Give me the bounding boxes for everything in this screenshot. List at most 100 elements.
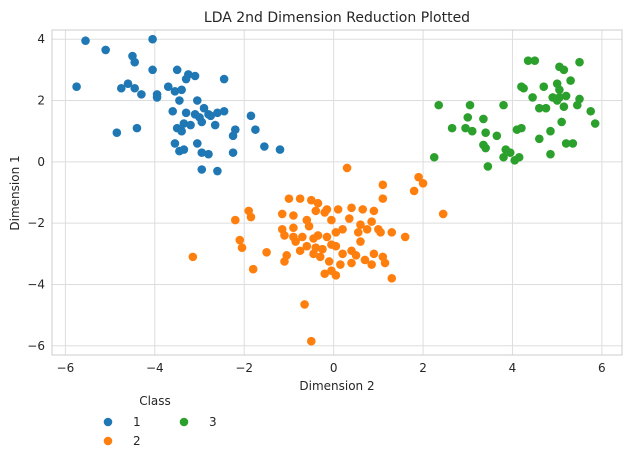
y-axis-title: Dimension 1 bbox=[8, 155, 22, 230]
data-point-class-2 bbox=[289, 211, 298, 220]
data-point-class-1 bbox=[204, 149, 213, 159]
data-point-class-2 bbox=[246, 212, 256, 222]
plot-frame bbox=[51, 29, 623, 356]
data-point-class-2 bbox=[304, 221, 314, 231]
data-point-class-2 bbox=[338, 224, 347, 234]
data-point-class-2 bbox=[277, 209, 287, 219]
data-point-class-3 bbox=[447, 123, 457, 133]
data-point-class-1 bbox=[116, 83, 126, 93]
data-point-class-2 bbox=[347, 203, 356, 213]
data-point-class-2 bbox=[367, 217, 376, 226]
data-point-class-2 bbox=[318, 244, 327, 254]
data-point-class-2 bbox=[418, 179, 428, 188]
data-point-class-1 bbox=[192, 139, 202, 148]
data-point-class-2 bbox=[358, 205, 368, 214]
data-point-class-2 bbox=[353, 228, 363, 237]
data-point-class-1 bbox=[213, 166, 222, 176]
data-point-class-1 bbox=[219, 74, 229, 84]
data-point-class-2 bbox=[289, 223, 298, 233]
data-point-class-3 bbox=[559, 102, 569, 111]
y-tick-label: 2 bbox=[37, 94, 45, 108]
data-point-class-2 bbox=[291, 237, 300, 246]
data-point-class-2 bbox=[331, 228, 341, 237]
data-point-class-1 bbox=[137, 90, 146, 99]
data-point-class-1 bbox=[228, 131, 238, 141]
data-point-class-1 bbox=[152, 93, 162, 102]
data-point-class-1 bbox=[179, 119, 189, 128]
data-point-class-1 bbox=[163, 82, 173, 92]
data-point-class-1 bbox=[177, 126, 186, 136]
data-point-class-1 bbox=[186, 120, 195, 130]
data-point-class-1 bbox=[197, 117, 207, 127]
x-tick-labels: −6 −4 −2 0 2 4 6 bbox=[57, 361, 606, 375]
data-point-class-3 bbox=[528, 93, 537, 102]
data-point-class-1 bbox=[130, 57, 140, 67]
data-point-class-2 bbox=[237, 243, 247, 252]
legend-marker-class-2 bbox=[103, 436, 113, 446]
data-point-class-3 bbox=[517, 123, 526, 133]
data-point-class-1 bbox=[190, 71, 200, 81]
data-point-class-2 bbox=[369, 206, 379, 216]
data-point-class-1 bbox=[123, 79, 133, 88]
data-point-class-3 bbox=[467, 126, 477, 136]
data-point-class-2 bbox=[356, 220, 365, 229]
data-point-class-2 bbox=[298, 232, 307, 242]
data-point-class-2 bbox=[367, 260, 376, 269]
data-point-class-2 bbox=[387, 274, 397, 283]
data-point-class-1 bbox=[181, 108, 191, 118]
x-tick-label: 2 bbox=[419, 361, 427, 375]
data-point-class-3 bbox=[546, 149, 555, 159]
data-point-class-2 bbox=[338, 249, 347, 259]
data-point-class-3 bbox=[505, 148, 515, 157]
data-point-class-1 bbox=[246, 111, 256, 121]
data-point-class-1 bbox=[206, 111, 216, 121]
data-point-class-3 bbox=[463, 113, 473, 122]
data-point-class-3 bbox=[534, 103, 544, 113]
data-point-class-3 bbox=[429, 152, 439, 162]
data-point-class-2 bbox=[306, 195, 316, 205]
data-point-class-1 bbox=[130, 83, 140, 93]
data-point-class-2 bbox=[414, 172, 423, 182]
data-point-class-2 bbox=[302, 241, 312, 251]
y-tick-label: 0 bbox=[37, 155, 45, 169]
data-point-class-1 bbox=[72, 82, 81, 92]
data-point-class-3 bbox=[465, 100, 475, 110]
data-point-class-1 bbox=[210, 120, 220, 130]
data-point-class-1 bbox=[170, 87, 180, 96]
data-point-class-3 bbox=[461, 123, 470, 133]
data-point-class-3 bbox=[557, 117, 566, 127]
plot-background bbox=[52, 30, 622, 355]
data-point-class-2 bbox=[342, 163, 352, 173]
x-tick-label: −4 bbox=[146, 361, 164, 375]
grid bbox=[52, 30, 622, 355]
data-point-class-3 bbox=[566, 76, 575, 85]
data-point-class-3 bbox=[539, 82, 549, 92]
data-point-class-1 bbox=[148, 34, 157, 44]
data-point-class-2 bbox=[309, 249, 318, 259]
data-point-class-1 bbox=[172, 65, 182, 75]
data-point-class-2 bbox=[322, 232, 332, 242]
data-point-class-1 bbox=[179, 145, 189, 154]
data-point-class-2 bbox=[188, 252, 198, 262]
data-point-class-3 bbox=[510, 156, 520, 165]
data-point-class-2 bbox=[280, 257, 289, 266]
y-tick-labels: −6 −4 −2 0 2 4 bbox=[27, 32, 45, 353]
data-point-class-3 bbox=[479, 114, 488, 124]
data-point-class-2 bbox=[327, 215, 336, 225]
data-point-class-2 bbox=[300, 300, 309, 309]
data-point-class-1 bbox=[219, 106, 229, 116]
x-tick-label: −2 bbox=[235, 361, 253, 375]
data-point-class-2 bbox=[284, 194, 294, 203]
data-point-class-2 bbox=[230, 215, 240, 225]
legend-label-class-2: 2 bbox=[133, 434, 141, 448]
data-point-class-2 bbox=[438, 209, 448, 219]
data-point-class-1 bbox=[199, 103, 209, 113]
data-point-class-3 bbox=[555, 85, 564, 95]
data-point-class-3 bbox=[575, 57, 584, 67]
data-point-class-2 bbox=[378, 180, 388, 190]
data-point-class-3 bbox=[530, 56, 540, 65]
data-point-class-1 bbox=[213, 108, 222, 118]
data-point-class-2 bbox=[356, 237, 365, 246]
data-point-class-1 bbox=[148, 65, 157, 75]
data-point-class-1 bbox=[168, 106, 178, 116]
